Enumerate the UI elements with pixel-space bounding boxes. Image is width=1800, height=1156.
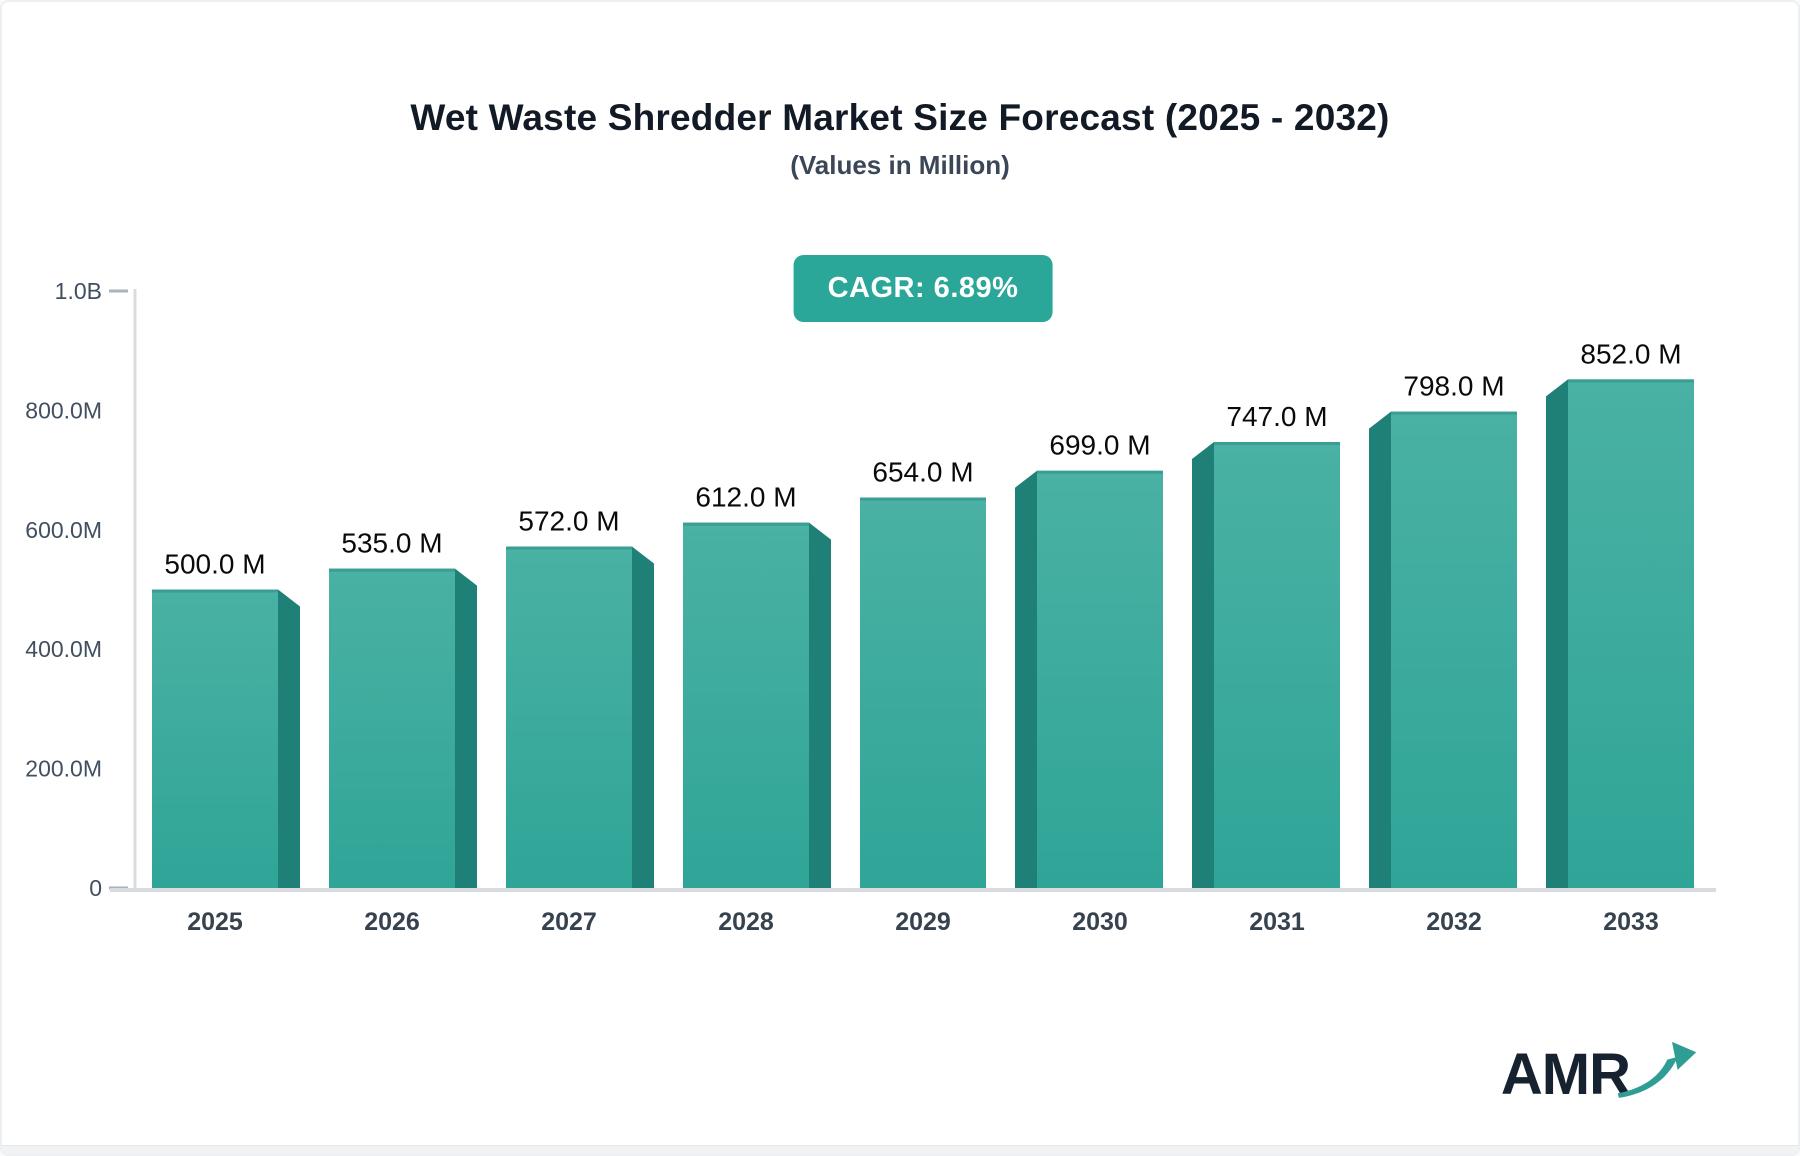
y-axis-tick-label: 400.0M bbox=[25, 636, 102, 662]
bar-side-face bbox=[278, 589, 300, 888]
x-axis-tick-label: 2030 bbox=[1072, 908, 1128, 936]
bar-2030[interactable] bbox=[1037, 470, 1163, 888]
bar-2032[interactable] bbox=[1391, 411, 1517, 888]
x-axis-tick-label: 2028 bbox=[718, 908, 774, 936]
bar-value-label: 535.0 M bbox=[341, 528, 442, 559]
y-axis-tick-label: 1.0B bbox=[55, 278, 102, 304]
bottom-edge-strip bbox=[2, 1145, 1798, 1154]
y-axis-tick-label: 200.0M bbox=[25, 756, 102, 782]
bar-2033[interactable] bbox=[1568, 379, 1694, 888]
bar-side-face bbox=[1015, 470, 1037, 888]
bar-value-label: 798.0 M bbox=[1403, 371, 1504, 402]
bar-side-face bbox=[1192, 442, 1214, 888]
bar-2027[interactable] bbox=[506, 546, 632, 888]
bar-value-label: 572.0 M bbox=[518, 506, 619, 537]
bar-value-label: 699.0 M bbox=[1049, 430, 1150, 461]
chart-subtitle: (Values in Million) bbox=[790, 150, 1010, 180]
chart-title: Wet Waste Shredder Market Size Forecast … bbox=[410, 97, 1390, 138]
amr-logo: AMR bbox=[1501, 1036, 1700, 1104]
x-axis-tick-label: 2031 bbox=[1249, 908, 1305, 936]
bar-2025[interactable] bbox=[152, 589, 278, 889]
bar-value-label: 612.0 M bbox=[695, 482, 796, 513]
bar-side-face bbox=[1546, 379, 1568, 888]
x-axis-tick-label: 2027 bbox=[541, 908, 597, 936]
x-axis-tick-label: 2029 bbox=[895, 908, 951, 936]
bar-2031[interactable] bbox=[1214, 442, 1340, 888]
bar-side-face bbox=[1369, 411, 1391, 888]
bar-value-label: 654.0 M bbox=[872, 457, 973, 488]
x-axis-tick-label: 2025 bbox=[187, 908, 243, 936]
bar-side-face bbox=[809, 522, 831, 888]
bar-value-label: 500.0 M bbox=[164, 549, 265, 580]
bar-side-face bbox=[632, 546, 654, 888]
y-axis-tick-label: 800.0M bbox=[25, 397, 102, 423]
x-axis-tick-label: 2026 bbox=[364, 908, 420, 936]
x-axis-tick-label: 2033 bbox=[1603, 908, 1659, 936]
y-axis-tick-label: 600.0M bbox=[25, 517, 102, 543]
bar-value-label: 747.0 M bbox=[1226, 401, 1327, 432]
x-axis-tick-label: 2032 bbox=[1426, 908, 1482, 936]
amr-logo-arrow-icon bbox=[1617, 1041, 1697, 1098]
y-axis-tick-label: 0 bbox=[89, 875, 102, 901]
cagr-badge: CAGR: 6.89% bbox=[793, 255, 1053, 322]
bar-2029[interactable] bbox=[860, 497, 986, 888]
amr-logo-text: AMR bbox=[1500, 1042, 1631, 1107]
bar-2026[interactable] bbox=[329, 568, 455, 888]
bar-value-label: 852.0 M bbox=[1580, 338, 1681, 369]
bar-2028[interactable] bbox=[683, 522, 809, 888]
bar-side-face bbox=[455, 568, 477, 888]
